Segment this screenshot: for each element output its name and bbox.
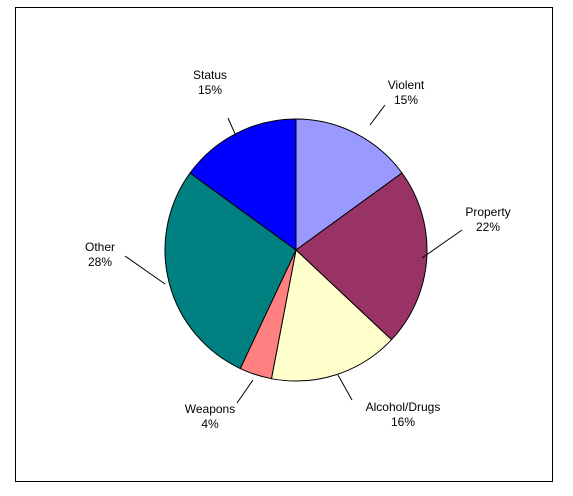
leader-line-alcohol-drugs	[337, 374, 353, 401]
slice-percent: 15%	[198, 83, 222, 97]
slice-category: Violent	[388, 78, 425, 92]
slice-category: Alcohol/Drugs	[366, 400, 441, 414]
slice-category: Weapons	[185, 402, 235, 416]
leader-line-status	[227, 117, 237, 137]
slice-category: Status	[193, 68, 227, 82]
slice-percent: 15%	[394, 93, 418, 107]
slices-layer	[164, 118, 428, 382]
slice-percent: 16%	[391, 415, 415, 429]
slice-label-other: Other 28%	[85, 240, 115, 269]
pie-slice-status	[189, 118, 297, 251]
slice-label-property: Property 22%	[465, 205, 510, 234]
pie-slice-property	[295, 172, 428, 341]
leader-lines-layer	[124, 104, 463, 404]
pie-slice-alcohol-drugs	[270, 249, 393, 382]
pie-slice-other	[164, 172, 297, 370]
leader-line-other	[124, 255, 166, 285]
pie-slice-violent	[295, 118, 403, 251]
leader-line-property	[421, 229, 463, 259]
slice-category: Other	[85, 240, 115, 254]
slice-percent: 4%	[201, 417, 219, 431]
slice-percent: 22%	[476, 220, 500, 234]
slice-label-status: Status 15%	[193, 68, 227, 97]
slice-label-violent: Violent 15%	[388, 78, 425, 107]
labels-layer: Violent 15%Property 22%Alcohol/Drugs 16%Wea…	[85, 68, 511, 431]
slice-label-weapons: Weapons 4%	[185, 402, 235, 431]
slice-category: Property	[465, 205, 510, 219]
leader-line-weapons	[236, 379, 254, 404]
leader-line-violent	[369, 104, 386, 126]
slice-label-alcohol-drugs: Alcohol/Drugs 16%	[366, 400, 441, 429]
slice-percent: 28%	[88, 255, 112, 269]
